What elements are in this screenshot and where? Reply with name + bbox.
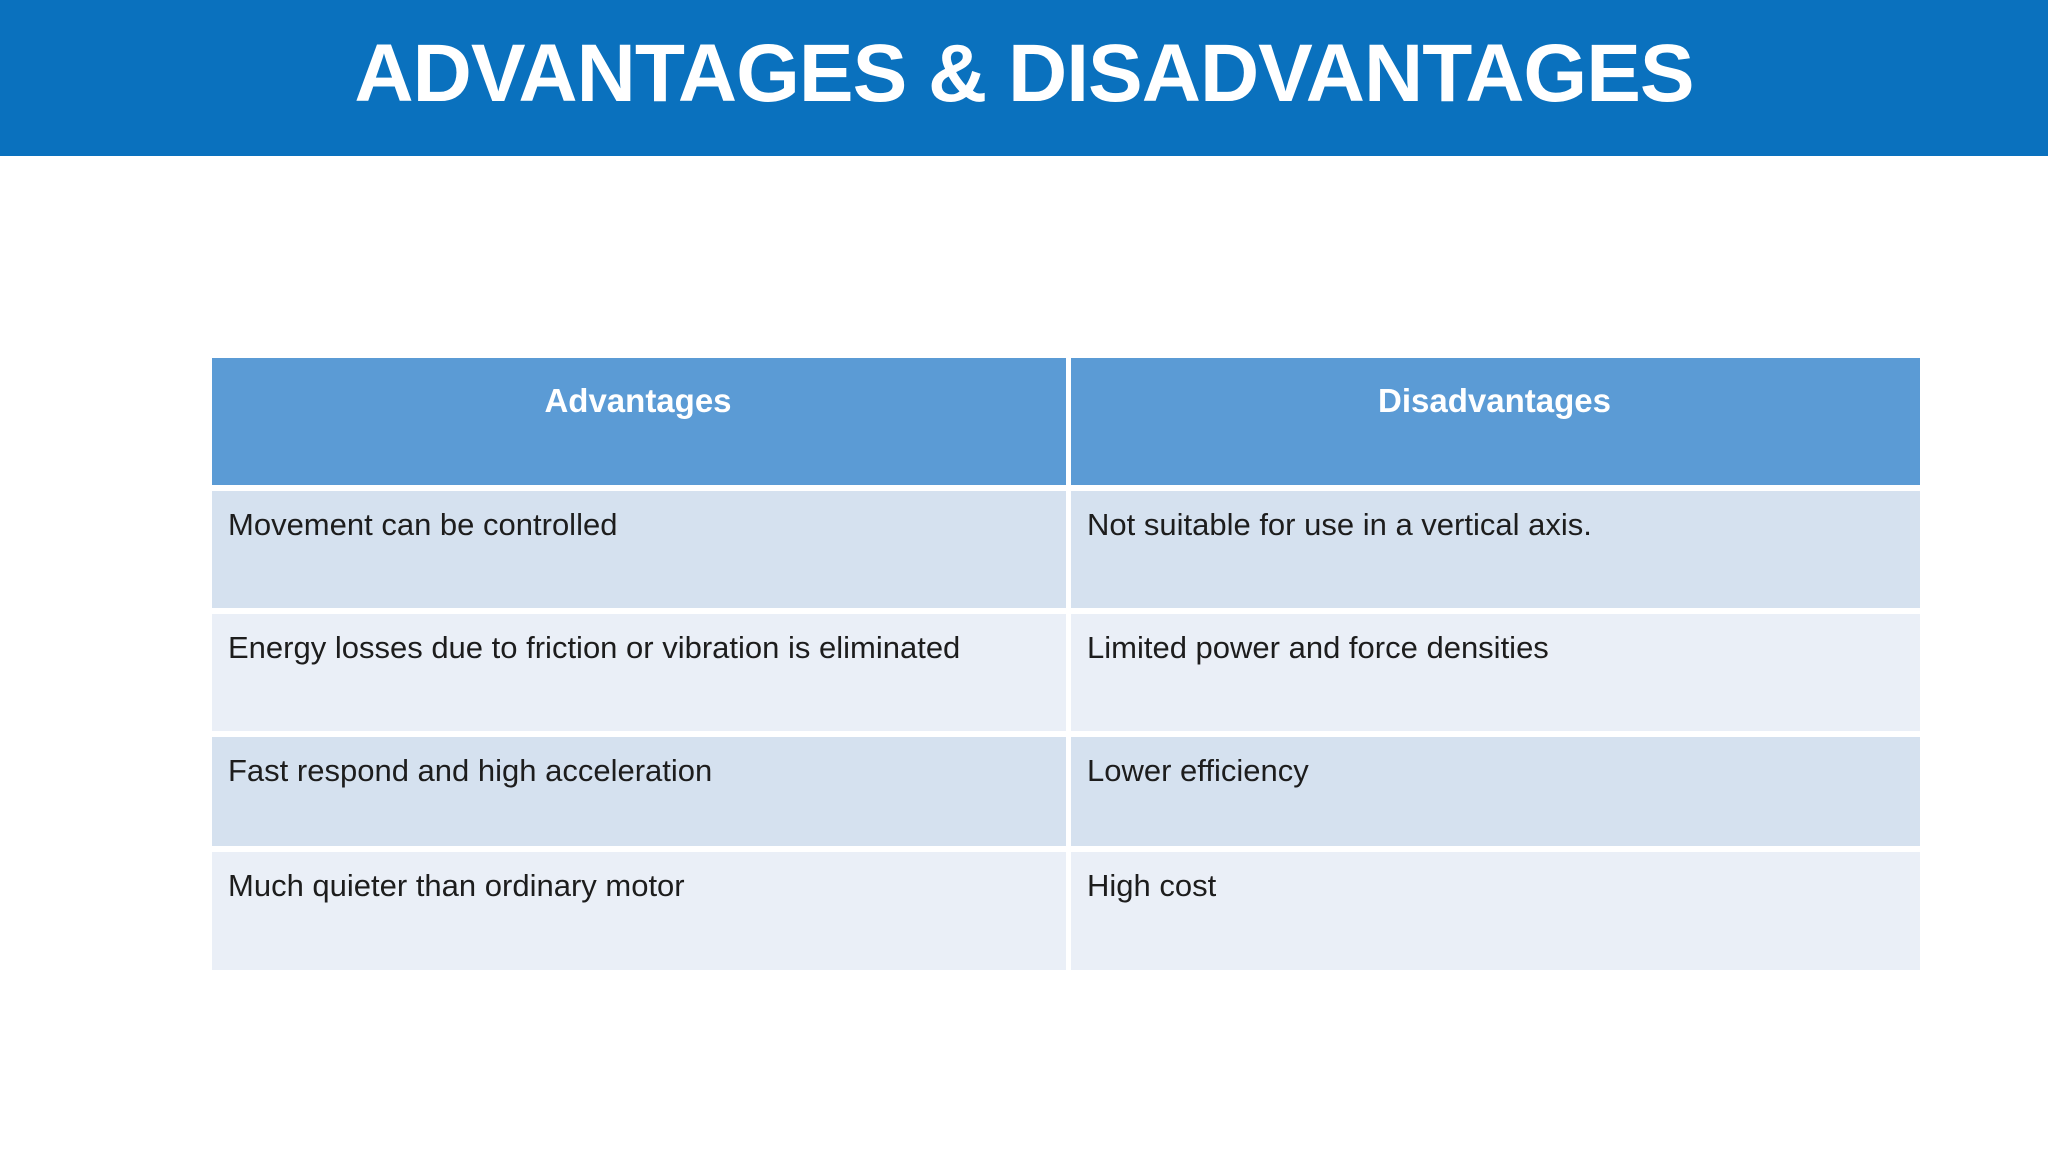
table-cell-advantage: Energy losses due to friction or vibrati… (228, 630, 961, 665)
title-banner: ADVANTAGES & DISADVANTAGES (0, 0, 2048, 156)
table-cell-advantage: Movement can be controlled (228, 507, 618, 542)
table-cell-disadvantage: Limited power and force densities (1066, 614, 1920, 731)
table-row: Energy losses due to friction or vibrati… (212, 614, 1920, 731)
table-cell-advantage: Fast respond and high acceleration (228, 753, 713, 788)
table-cell-advantage: Much quieter than ordinary motor (228, 868, 685, 903)
table-cell-disadvantage: Lower efficiency (1066, 737, 1920, 846)
table-row: Much quieter than ordinary motor High co… (212, 852, 1920, 970)
header-cell-disadvantages: Disadvantages (1066, 358, 1920, 485)
table-header-row: Advantages Disadvantages (212, 358, 1920, 485)
table-cell-disadvantage: Not suitable for use in a vertical axis. (1066, 491, 1920, 608)
slide-title: ADVANTAGES & DISADVANTAGES (354, 28, 1694, 119)
header-cell-advantages: Advantages (544, 382, 732, 419)
table-row: Movement can be controlled Not suitable … (212, 491, 1920, 608)
table-row: Fast respond and high acceleration Lower… (212, 737, 1920, 846)
table-cell-disadvantage: High cost (1066, 852, 1920, 970)
comparison-table: Advantages Disadvantages Movement can be… (212, 358, 1920, 970)
